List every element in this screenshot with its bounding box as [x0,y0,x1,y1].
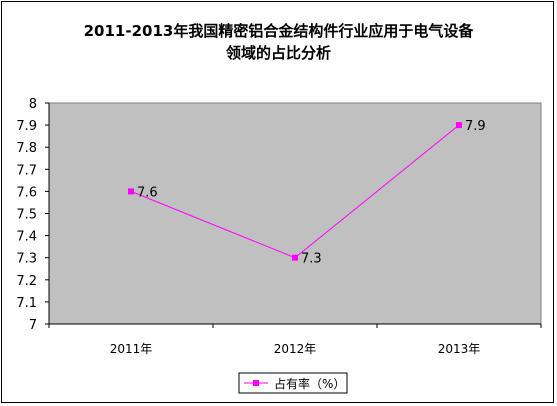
plot-area [48,102,542,325]
chart-title: 2011-2013年我国精密铝合金结构件行业应用于电气设备 领域的占比分析 [0,20,557,64]
data-label: 7.6 [137,185,158,200]
y-axis-ticks: 7 7.1 7.2 7.3 7.4 7.5 7.6 7.7 7.8 7.9 8 [16,97,49,333]
x-axis-ticks: 2011年 2012年 2013年 [48,324,542,356]
data-label: 7.9 [465,119,486,134]
y-tick-label: 7.8 [16,141,37,156]
data-label: 7.3 [301,252,322,267]
data-point [128,188,134,195]
data-point [292,254,298,261]
y-tick-label: 7.2 [16,274,37,289]
y-tick-label: 7.3 [16,252,37,267]
y-tick-label: 7.4 [16,230,37,245]
x-category-label: 2011年 [110,342,153,356]
y-tick-label: 7.9 [16,119,37,134]
legend-label: 占有率（%） [274,376,345,391]
legend-marker [253,380,259,386]
legend-box [238,372,348,394]
y-tick-label: 7.6 [16,185,37,200]
y-tick-label: 7.7 [16,163,37,178]
y-tick-label: 8 [29,97,37,112]
y-tick-label: 7.5 [16,208,37,223]
chart-title-line2: 领域的占比分析 [225,44,331,62]
legend: 占有率（%） [238,372,348,394]
series-layer: 7.6 7.3 7.9 [128,119,486,267]
data-point [456,122,462,129]
chart-title-line1: 2011-2013年我国精密铝合金结构件行业应用于电气设备 [83,22,474,40]
x-category-label: 2013年 [438,342,481,356]
y-tick-label: 7.1 [16,296,37,311]
x-category-label: 2012年 [274,342,317,356]
y-tick-label: 7 [29,318,37,333]
